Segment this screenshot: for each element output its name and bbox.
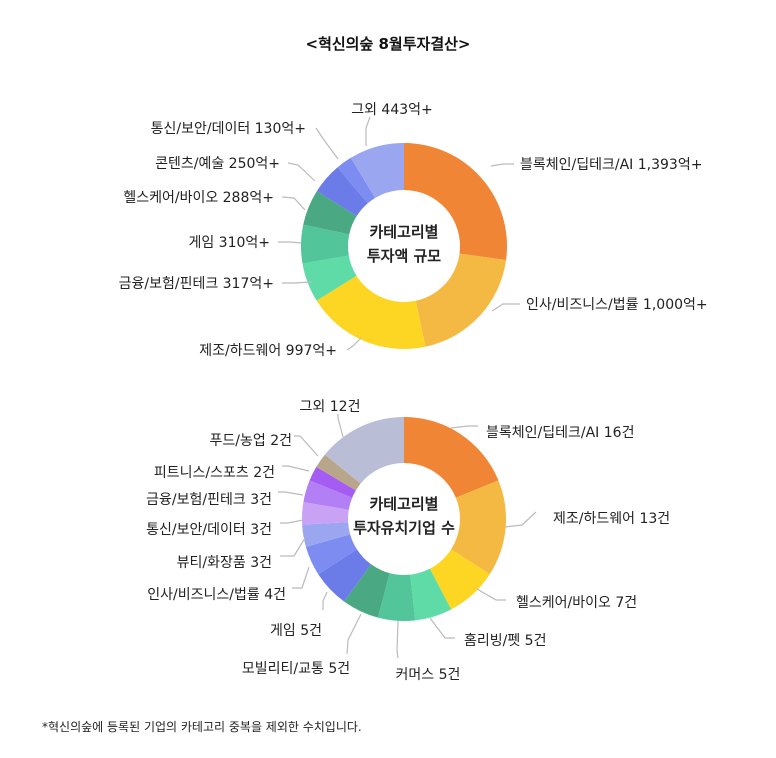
donut2-label-9: 통신/보안/데이터 3건 <box>146 522 272 538</box>
donut1-slice-0 <box>404 143 508 260</box>
donut1-label-2: 제조/하드웨어 997억+ <box>199 343 337 359</box>
donut2-leader-6 <box>322 591 328 610</box>
donut2-slice-5 <box>344 564 390 618</box>
donut2-label-4: 커머스 5건 <box>396 667 461 683</box>
donut1-slice-4 <box>300 224 350 264</box>
donut1-center-label-line2: 투자액 규모 <box>367 247 441 265</box>
donut1-slice-7 <box>337 157 376 204</box>
donut1-label-5: 헬스케어/바이오 288억+ <box>123 190 274 206</box>
footnote: *혁신의숲에 등록된 기업의 카테고리 중복을 제외한 수치입니다. <box>42 720 362 734</box>
donut1-leader-6 <box>287 162 316 182</box>
donut2-slice-7 <box>305 534 357 575</box>
donut1-label-1: 인사/비즈니스/법률 1,000억+ <box>526 297 708 313</box>
donut2-label-1: 제조/하드웨어 13건 <box>553 511 670 527</box>
donut2-slice-2 <box>429 549 490 610</box>
donut2-label-3: 홈리빙/펫 5건 <box>464 633 546 649</box>
donut1-leader-3 <box>282 281 313 284</box>
donut1-slice-1 <box>415 253 507 347</box>
donut1-label-8: 그외 443억+ <box>351 102 433 118</box>
donut1-slice-2 <box>316 275 426 350</box>
donut1-leader-4 <box>278 241 302 244</box>
donut2-slice-9 <box>302 502 349 525</box>
donut2-label-6: 게임 5건 <box>270 623 322 639</box>
donut2-slice-10 <box>303 480 353 510</box>
donut1-label-6: 콘텐츠/예술 250억+ <box>155 156 280 172</box>
donut1-label-3: 금융/보험/핀테크 317억+ <box>119 276 274 292</box>
donut2-label-0: 블록체인/딥테크/AI 16건 <box>486 425 634 441</box>
donut2-label-7: 인사/비즈니스/법률 4건 <box>147 587 286 603</box>
donut2-leader-2 <box>476 588 506 601</box>
donut2-leader-5 <box>346 613 362 655</box>
chart-title: <혁신의숲 8월투자결산> <box>306 35 471 53</box>
donut2-leader-0 <box>450 425 478 429</box>
donut2-label-13: 그외 12건 <box>300 399 361 415</box>
donut2-leader-4 <box>396 620 399 659</box>
donut1-leader-1 <box>491 303 520 312</box>
donut1-leader-7 <box>315 127 339 160</box>
donut2-leader-1 <box>504 511 537 528</box>
donut1-leader-5 <box>281 196 306 211</box>
donut2-label-12: 푸드/농업 2건 <box>210 433 292 449</box>
donut2-leader-3 <box>429 617 455 639</box>
donut1-leader-0 <box>490 163 514 167</box>
donut2-slice-1 <box>451 480 507 575</box>
donut2-slice-13 <box>324 417 404 484</box>
donut2-label-10: 금융/보험/핀테크 3건 <box>146 492 272 508</box>
donut2-leader-12 <box>294 435 319 457</box>
donut1-label-0: 블록체인/딥테크/AI 1,393억+ <box>520 157 702 173</box>
donut1-slice-8 <box>350 143 404 199</box>
donut2-leader-8 <box>280 537 306 557</box>
donut2-slice-4 <box>377 573 416 621</box>
donut1-leader-8 <box>365 116 371 146</box>
donut2-label-2: 헬스케어/바이오 7건 <box>516 595 637 611</box>
investment-amount-donut: 블록체인/딥테크/AI 1,393억+ 인사/비즈니스/법률 1,000억+ 제조/… <box>119 102 708 359</box>
donut2-slice-12 <box>316 454 361 491</box>
donut2-label-8: 뷰티/화장품 3건 <box>177 555 272 571</box>
donut1-slice-6 <box>316 167 368 217</box>
donut2-slice-11 <box>309 466 356 498</box>
donut2-center-label-line1: 카테고리별 <box>369 495 438 513</box>
donut1-label-7: 통신/보안/데이터 130억+ <box>151 121 306 137</box>
donut2-leader-13 <box>337 414 344 438</box>
donut2-leader-10 <box>278 491 304 496</box>
donut1-leader-2 <box>346 337 362 351</box>
donut2-label-5: 모빌리티/교통 5건 <box>242 661 350 677</box>
donut1-label-4: 게임 310억+ <box>188 235 270 251</box>
donut2-center-label-line2: 투자유치기업 수 <box>353 519 455 537</box>
donut2-slice-8 <box>302 522 351 547</box>
donut1-center-label-line1: 카테고리별 <box>369 223 438 241</box>
donut2-slice-0 <box>404 416 499 498</box>
donut1-slice-3 <box>302 255 357 301</box>
donut2-leader-7 <box>292 566 310 589</box>
donut2-slice-6 <box>318 549 372 602</box>
donut1-slice-5 <box>303 191 357 235</box>
donut2-leader-11 <box>282 465 310 472</box>
donut2-label-11: 피트니스/스포츠 2건 <box>154 465 275 481</box>
donut2-leader-9 <box>280 519 304 524</box>
donut2-slice-3 <box>410 568 452 621</box>
